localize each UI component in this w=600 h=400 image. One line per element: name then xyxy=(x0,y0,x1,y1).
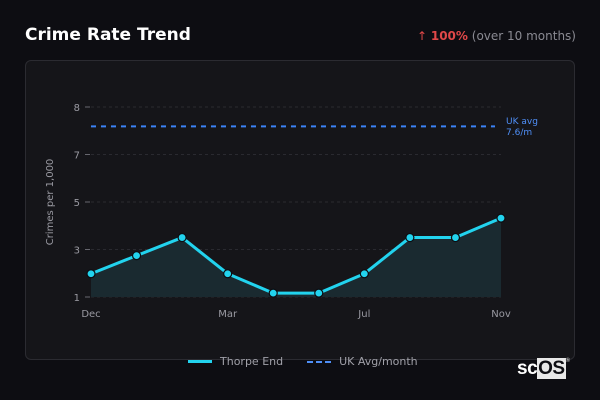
legend: Thorpe End UK Avg/month xyxy=(188,355,442,368)
change-indicator: ↑ 100% (over 10 months) xyxy=(417,29,576,43)
data-point xyxy=(268,288,278,298)
legend-label: Thorpe End xyxy=(220,355,284,368)
y-tick-label: 8 xyxy=(74,103,80,114)
ref-line-label-2: 7.6/m xyxy=(506,128,532,138)
data-point xyxy=(405,232,415,243)
x-tick-label: Mar xyxy=(218,309,238,320)
legend-swatch-solid xyxy=(188,360,212,363)
data-point xyxy=(177,232,187,243)
series-line xyxy=(90,216,502,295)
data-point xyxy=(223,269,233,279)
series-area xyxy=(91,218,501,297)
y-axis-label: Crimes per 1,000 xyxy=(45,159,56,246)
x-tick-label: Nov xyxy=(491,309,511,320)
data-point xyxy=(450,232,461,243)
data-point xyxy=(86,269,96,279)
page-title: Crime Rate Trend xyxy=(25,25,191,45)
data-point xyxy=(131,251,142,261)
data-point xyxy=(359,269,369,279)
ref-line-label-1: UK avg xyxy=(506,117,538,127)
y-tick-label: 5 xyxy=(74,198,80,209)
arrow-up-icon: ↑ xyxy=(416,29,428,43)
scos-logo: scOS® xyxy=(517,358,570,379)
x-tick-label: Jul xyxy=(357,309,370,320)
data-point xyxy=(496,213,506,223)
legend-label: UK Avg/month xyxy=(339,355,418,368)
data-point xyxy=(314,288,324,298)
legend-item-uk-avg[interactable]: UK Avg/month xyxy=(307,355,418,368)
y-tick-label: 3 xyxy=(74,246,80,257)
legend-swatch-dashed xyxy=(307,360,332,363)
change-percent: 100% xyxy=(430,29,468,43)
legend-item-thorpe-end[interactable]: Thorpe End xyxy=(188,355,283,368)
chart-card xyxy=(25,60,575,360)
x-tick-label: Dec xyxy=(81,309,100,320)
y-tick-label: 7 xyxy=(74,151,80,162)
change-note: (over 10 months) xyxy=(471,29,576,43)
y-tick-label: 1 xyxy=(74,293,80,304)
